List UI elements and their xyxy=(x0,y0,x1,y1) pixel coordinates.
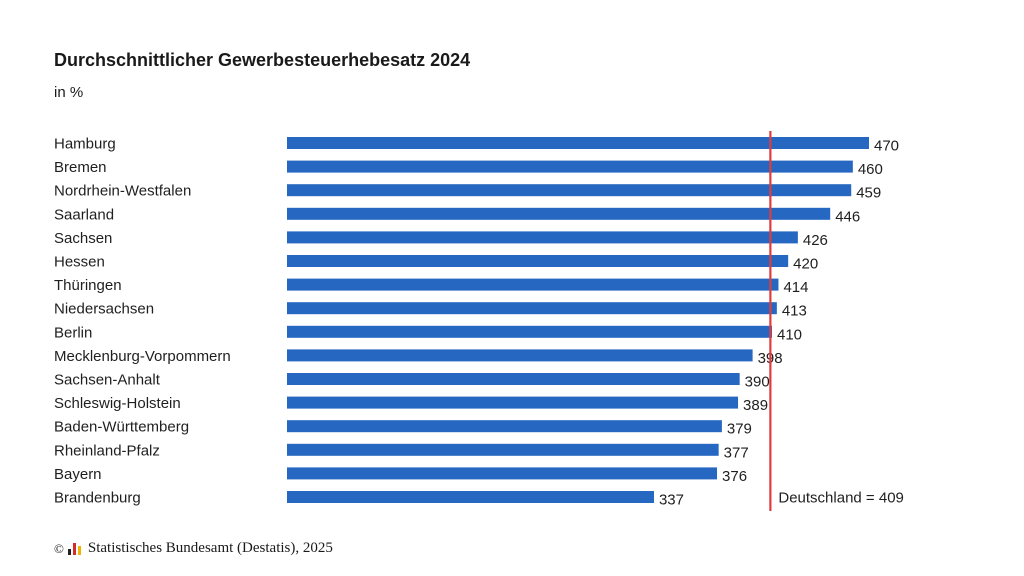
data-label: 420 xyxy=(793,256,818,273)
data-label: 470 xyxy=(874,138,899,155)
data-label: 460 xyxy=(858,161,883,178)
copyright-symbol: © xyxy=(54,540,64,556)
chart-title: Durchschnittlicher Gewerbesteuerhebesatz… xyxy=(54,50,471,70)
bar xyxy=(287,467,718,480)
bar xyxy=(287,231,798,244)
destatis-logo-icon xyxy=(67,542,82,555)
data-label: 426 xyxy=(803,232,828,249)
category-label: Mecklenburg-Vorpommern xyxy=(54,348,231,365)
bar xyxy=(287,207,831,220)
category-label: Schleswig-Holstein xyxy=(54,395,181,412)
bar xyxy=(287,184,852,197)
category-label: Baden-Württemberg xyxy=(54,419,189,436)
category-label: Thüringen xyxy=(54,277,122,294)
source-text: Statistisches Bundesamt (Destatis), 2025 xyxy=(87,540,333,556)
category-label: Sachsen xyxy=(54,230,112,247)
data-label: 414 xyxy=(783,279,808,296)
category-label: Niedersachsen xyxy=(54,301,154,318)
bar xyxy=(287,278,779,291)
data-label: 390 xyxy=(745,374,770,391)
bar xyxy=(287,160,853,173)
category-label: Rheinland-Pfalz xyxy=(54,442,160,459)
bar xyxy=(287,443,719,456)
bar xyxy=(287,302,777,315)
bar xyxy=(287,325,772,338)
category-label: Saarland xyxy=(54,206,114,223)
data-label: 379 xyxy=(727,421,752,438)
bar xyxy=(287,373,740,385)
data-label: 413 xyxy=(782,303,807,320)
bar xyxy=(287,255,789,267)
data-label: 389 xyxy=(743,397,768,414)
data-label: 410 xyxy=(777,326,802,343)
category-label: Sachsen-Anhalt xyxy=(54,372,161,389)
category-label: Bremen xyxy=(54,159,107,176)
data-label: 377 xyxy=(724,444,749,461)
data-label: 376 xyxy=(722,468,747,485)
category-label: Bayern xyxy=(54,466,102,483)
bar xyxy=(287,137,869,149)
data-label: 337 xyxy=(659,492,684,509)
chart-subtitle: in % xyxy=(54,84,84,101)
bar xyxy=(287,491,654,503)
category-label: Brandenburg xyxy=(54,490,141,507)
source-footer: © Statistisches Bundesamt (Destatis), 20… xyxy=(54,540,333,557)
bar xyxy=(287,396,739,409)
reference-line-label: Deutschland = 409 xyxy=(778,490,904,507)
bar xyxy=(287,420,722,433)
category-label: Hessen xyxy=(54,254,105,271)
data-label: 459 xyxy=(856,185,881,202)
data-label: 446 xyxy=(835,208,860,225)
bar xyxy=(287,349,753,362)
category-label: Hamburg xyxy=(54,136,116,153)
category-label: Nordrhein-Westfalen xyxy=(54,183,191,200)
category-label: Berlin xyxy=(54,324,92,341)
